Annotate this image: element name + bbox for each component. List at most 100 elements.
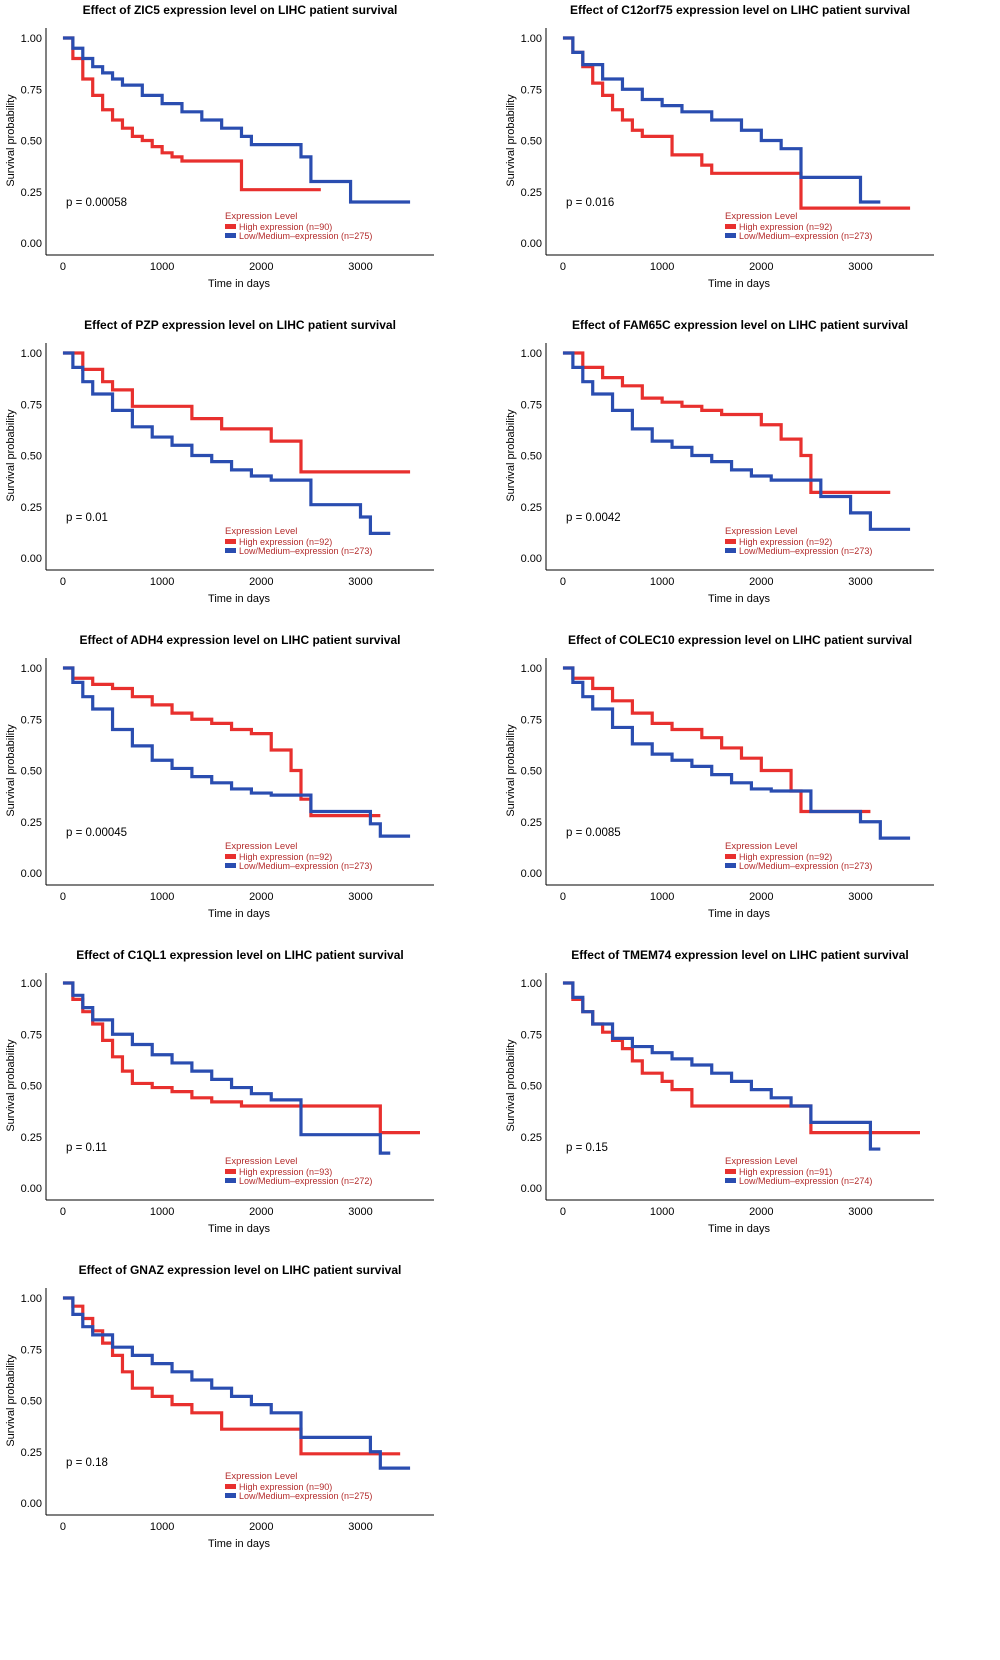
x-axis-label: Time in days <box>208 1538 270 1550</box>
y-tick-label: 1.00 <box>21 1293 42 1305</box>
x-tick-label: 2000 <box>749 1206 773 1218</box>
y-tick-label: 0.25 <box>521 187 542 199</box>
legend-title: Expression Level <box>725 1156 797 1167</box>
x-tick-label: 1000 <box>650 891 674 903</box>
km-chart-adh4: Effect of ADH4 expression level on LIHC … <box>5 633 434 920</box>
y-tick-label: 0.25 <box>21 187 42 199</box>
chart-title: Effect of COLEC10 expression level on LI… <box>568 633 912 647</box>
y-tick-label: 0.75 <box>21 714 42 726</box>
legend-item-high: High expression (n=93) <box>239 1167 332 1177</box>
x-tick-label: 1000 <box>150 891 174 903</box>
high-expression-curve <box>62 981 420 1135</box>
km-panel-gnaz: Effect of GNAZ expression level on LIHC … <box>0 1260 480 1560</box>
x-tick-label: 2000 <box>249 576 273 588</box>
x-tick-label: 2000 <box>249 1521 273 1533</box>
legend-swatch-low <box>225 548 236 553</box>
x-axis-label: Time in days <box>208 278 270 290</box>
y-tick-label: 0.75 <box>21 1029 42 1041</box>
legend-swatch-high <box>225 854 236 859</box>
km-chart-c1ql1: Effect of C1QL1 expression level on LIHC… <box>5 948 434 1235</box>
x-tick-label: 1000 <box>650 261 674 273</box>
x-tick-label: 2000 <box>749 576 773 588</box>
legend-title: Expression Level <box>225 211 297 222</box>
y-axis-label: Survival probability <box>5 1354 17 1447</box>
y-axis-label: Survival probability <box>5 94 17 187</box>
legend-title: Expression Level <box>225 1471 297 1482</box>
low-medium-expression-curve <box>62 981 391 1155</box>
legend-item-low: Low/Medium–expression (n=273) <box>739 546 872 556</box>
y-tick-label: 0.00 <box>21 238 42 250</box>
y-tick-label: 0.00 <box>21 1183 42 1195</box>
legend-swatch-high <box>225 539 236 544</box>
legend-swatch-low <box>225 233 236 238</box>
x-axis-label: Time in days <box>208 1223 270 1235</box>
p-value-label: p = 0.0042 <box>566 512 621 524</box>
legend-title: Expression Level <box>225 841 297 852</box>
legend-swatch-low <box>225 1493 236 1498</box>
x-tick-label: 3000 <box>848 576 872 588</box>
y-tick-label: 1.00 <box>521 663 542 675</box>
legend-item-low: Low/Medium–expression (n=273) <box>239 861 372 871</box>
y-tick-label: 0.50 <box>521 766 542 778</box>
y-tick-label: 0.50 <box>521 451 542 463</box>
legend-swatch-high <box>725 224 736 229</box>
y-tick-label: 0.50 <box>521 1081 542 1093</box>
y-tick-label: 0.50 <box>21 1396 42 1408</box>
x-tick-label: 3000 <box>348 1206 372 1218</box>
km-panel-colec10: Effect of COLEC10 expression level on LI… <box>500 630 980 930</box>
y-tick-label: 1.00 <box>21 348 42 360</box>
x-axis-label: Time in days <box>208 593 270 605</box>
km-chart-colec10: Effect of COLEC10 expression level on LI… <box>505 633 934 920</box>
y-tick-label: 0.75 <box>521 1029 542 1041</box>
chart-title: Effect of ZIC5 expression level on LIHC … <box>83 3 398 17</box>
legend-item-high: High expression (n=92) <box>739 222 832 232</box>
legend-swatch-low <box>225 1178 236 1183</box>
y-tick-label: 0.50 <box>21 1081 42 1093</box>
km-panel-adh4: Effect of ADH4 expression level on LIHC … <box>0 630 480 930</box>
km-chart-c12orf75: Effect of C12orf75 expression level on L… <box>505 3 934 290</box>
p-value-label: p = 0.016 <box>566 197 614 209</box>
chart-title: Effect of PZP expression level on LIHC p… <box>84 318 396 332</box>
x-tick-label: 0 <box>560 576 566 588</box>
x-tick-label: 3000 <box>348 261 372 273</box>
y-tick-label: 0.00 <box>21 868 42 880</box>
legend-item-high: High expression (n=90) <box>239 1482 332 1492</box>
x-tick-label: 1000 <box>650 576 674 588</box>
y-tick-label: 0.75 <box>521 84 542 96</box>
chart-title: Effect of FAM65C expression level on LIH… <box>572 318 908 332</box>
x-axis-label: Time in days <box>708 593 770 605</box>
x-tick-label: 2000 <box>749 891 773 903</box>
y-tick-label: 0.75 <box>21 399 42 411</box>
y-tick-label: 0.25 <box>21 502 42 514</box>
chart-title: Effect of C12orf75 expression level on L… <box>570 3 910 17</box>
y-tick-label: 1.00 <box>21 663 42 675</box>
y-tick-label: 0.00 <box>21 1498 42 1510</box>
legend-swatch-low <box>725 548 736 553</box>
km-chart-pzp: Effect of PZP expression level on LIHC p… <box>5 318 434 605</box>
km-panel-fam65c: Effect of FAM65C expression level on LIH… <box>500 315 980 615</box>
y-axis-label: Survival probability <box>505 94 517 187</box>
x-tick-label: 0 <box>560 891 566 903</box>
legend-title: Expression Level <box>725 211 797 222</box>
legend-swatch-high <box>725 854 736 859</box>
x-tick-label: 3000 <box>848 1206 872 1218</box>
y-tick-label: 1.00 <box>21 33 42 45</box>
legend-swatch-low <box>725 1178 736 1183</box>
legend-swatch-high <box>725 1169 736 1174</box>
low-medium-expression-curve <box>62 666 411 838</box>
legend-swatch-high <box>225 1484 236 1489</box>
legend-item-low: Low/Medium–expression (n=273) <box>739 231 872 241</box>
high-expression-curve <box>562 351 891 494</box>
x-tick-label: 2000 <box>249 1206 273 1218</box>
legend-item-low: Low/Medium–expression (n=275) <box>239 1491 372 1501</box>
y-axis-label: Survival probability <box>505 724 517 817</box>
x-tick-label: 1000 <box>650 1206 674 1218</box>
p-value-label: p = 0.00058 <box>66 197 127 209</box>
y-tick-label: 0.75 <box>21 1344 42 1356</box>
y-tick-label: 0.00 <box>21 553 42 565</box>
y-axis-label: Survival probability <box>5 409 17 502</box>
legend-item-low: Low/Medium–expression (n=272) <box>239 1176 372 1186</box>
km-panel-zic5: Effect of ZIC5 expression level on LIHC … <box>0 0 480 300</box>
p-value-label: p = 0.15 <box>566 1142 608 1154</box>
legend-item-high: High expression (n=90) <box>239 222 332 232</box>
